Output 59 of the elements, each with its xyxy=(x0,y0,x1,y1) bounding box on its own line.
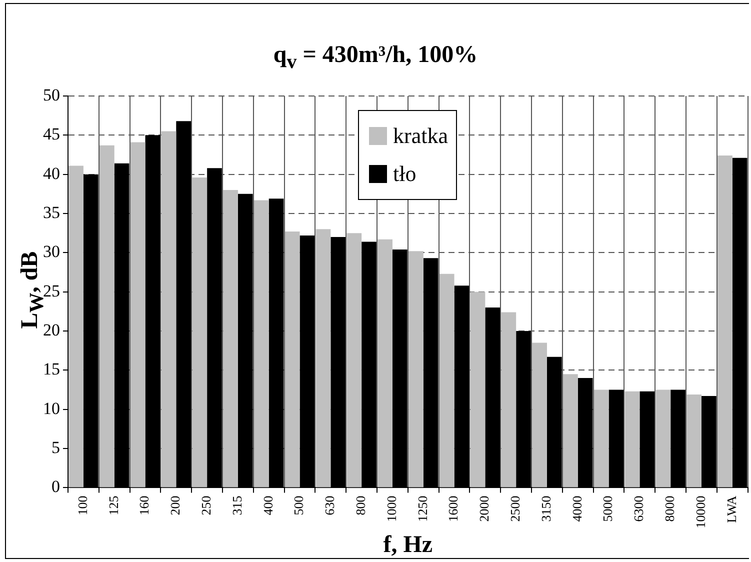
x-tick-label: 5000 xyxy=(600,496,616,522)
bar xyxy=(284,232,300,488)
bar xyxy=(408,251,424,488)
x-tick-label: 125 xyxy=(106,496,121,516)
bar xyxy=(68,166,84,488)
x-tick-label: 8000 xyxy=(662,496,678,522)
y-tick-label: 0 xyxy=(52,477,60,496)
bar xyxy=(439,274,454,488)
legend-label: kratka xyxy=(393,123,448,149)
x-tick-label: 630 xyxy=(322,496,338,516)
bar xyxy=(346,233,362,488)
bar xyxy=(192,177,208,488)
x-tick-label: 3150 xyxy=(538,496,554,522)
x-tick-label: 4000 xyxy=(569,496,584,522)
x-axis-title: f, Hz xyxy=(383,532,433,558)
bar xyxy=(316,229,331,488)
x-tick-label: 1250 xyxy=(414,496,430,522)
bar xyxy=(686,394,702,488)
x-tick-label: 2500 xyxy=(508,496,523,522)
y-tick-label: 35 xyxy=(43,202,60,222)
bar xyxy=(594,390,609,488)
y-tick-label: 40 xyxy=(43,164,60,183)
bar xyxy=(100,145,114,488)
x-tick-label: 250 xyxy=(198,496,214,516)
y-tick-label: 25 xyxy=(43,281,60,300)
y-tick-label: 15 xyxy=(43,360,60,379)
y-tick-label: 30 xyxy=(43,242,60,262)
y-tick-label: 50 xyxy=(43,85,60,104)
x-tick-label: 400 xyxy=(260,496,276,516)
bar xyxy=(378,239,392,488)
bar xyxy=(130,142,146,488)
bar xyxy=(501,312,516,488)
y-tick-label: 20 xyxy=(43,320,60,340)
bar xyxy=(656,390,671,488)
x-tick-label: 10000 xyxy=(692,496,708,528)
x-tick-label: 800 xyxy=(352,496,368,516)
x-tick-label: 6300 xyxy=(631,496,646,522)
x-tick-label: 2000 xyxy=(476,496,492,522)
x-tick-label: 100 xyxy=(74,496,90,516)
bar xyxy=(161,131,176,488)
legend-label: tło xyxy=(393,161,416,187)
chart-title: q$_{v}$ = 430m³/h, 100% xyxy=(272,42,479,74)
x-tick-label: 1000 xyxy=(384,496,399,522)
bar xyxy=(254,200,269,488)
x-tick-label: LWA xyxy=(724,495,739,523)
bar xyxy=(563,374,578,488)
bar xyxy=(532,342,547,488)
bar xyxy=(470,292,486,488)
y-tick-label: 45 xyxy=(43,124,60,144)
x-tick-label: 315 xyxy=(229,496,244,516)
x-tick-label: 1600 xyxy=(446,496,461,522)
x-tick-label: 200 xyxy=(168,496,183,516)
bar xyxy=(223,190,238,488)
bar xyxy=(718,156,732,488)
bar xyxy=(624,391,640,488)
x-tick-label: 500 xyxy=(291,496,306,516)
y-tick-label: 5 xyxy=(52,438,60,457)
y-tick-label: 10 xyxy=(43,398,60,418)
x-tick-label: 160 xyxy=(136,496,152,516)
